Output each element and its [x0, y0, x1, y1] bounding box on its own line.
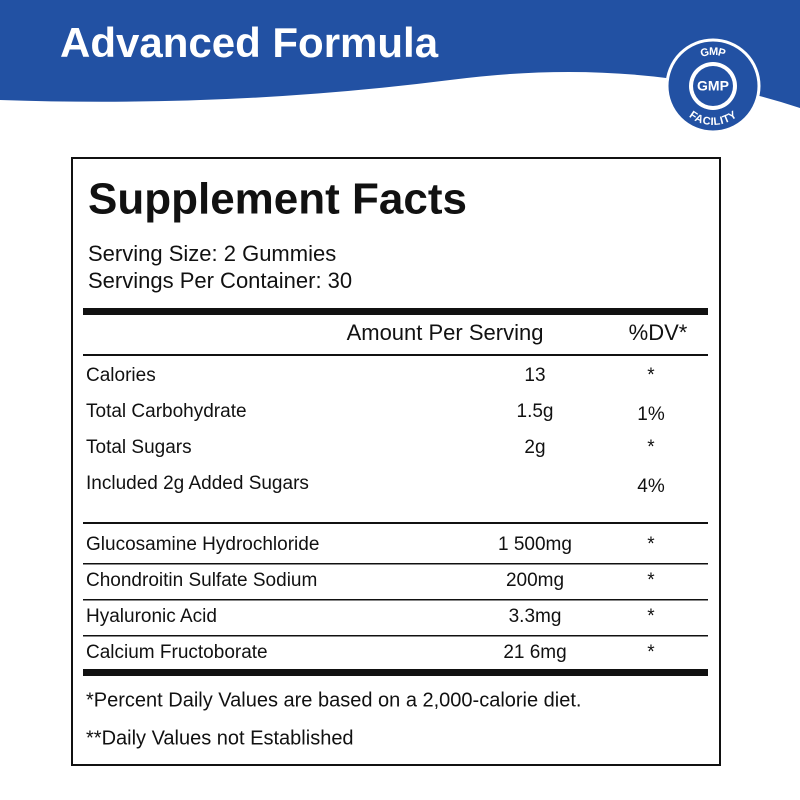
thick-rule — [83, 669, 708, 676]
nutrient-name: Chondroitin Sulfate Sodium — [86, 570, 317, 591]
badge-bottom-text: FACILITY — [687, 109, 740, 128]
column-header: Amount Per Serving — [347, 320, 544, 345]
gmp-badge: GMP GMP FACILITY — [665, 38, 761, 134]
daily-value: * — [647, 570, 655, 591]
amount: 2g — [524, 437, 545, 458]
header-title: Advanced Formula — [60, 19, 439, 66]
amount: 1 500mg — [498, 534, 572, 555]
badge-center: GMP — [697, 78, 729, 94]
nutrient-name: Calories — [86, 365, 156, 386]
badge-bottom: FACILITY — [687, 109, 740, 128]
nutrient-name: Hyaluronic Acid — [86, 606, 217, 627]
servings-per-container: Servings Per Container: 30 — [88, 268, 352, 293]
rule — [83, 522, 708, 524]
badge-top-text: GMP — [699, 46, 727, 60]
daily-value: * — [647, 365, 655, 386]
daily-value: 4% — [637, 476, 665, 497]
nutrient-name: Total Carbohydrate — [86, 401, 247, 422]
amount: 13 — [524, 365, 545, 386]
nutrient-name: Included 2g Added Sugars — [86, 473, 309, 494]
column-header: %DV* — [629, 320, 688, 345]
facts-title: Supplement Facts — [88, 175, 467, 224]
amount: 200mg — [506, 570, 564, 591]
header-band — [0, 0, 800, 108]
thick-rule — [83, 308, 708, 315]
rule — [83, 354, 708, 356]
serving-size: Serving Size: 2 Gummies — [88, 241, 336, 266]
rule — [83, 599, 708, 601]
nutrient-name: Calcium Fructoborate — [86, 642, 268, 663]
nutrient-name: Total Sugars — [86, 437, 192, 458]
rule — [83, 635, 708, 637]
footnote: *Percent Daily Values are based on a 2,0… — [86, 689, 581, 711]
badge-top: GMP — [699, 46, 727, 60]
rule — [83, 563, 708, 565]
daily-value: * — [647, 534, 655, 555]
nutrient-name: Glucosamine Hydrochloride — [86, 534, 319, 555]
footnote: **Daily Values not Established — [86, 727, 354, 749]
daily-value: * — [647, 642, 655, 663]
amount: 21 6mg — [503, 642, 566, 663]
amount: 1.5g — [517, 401, 554, 422]
daily-value: * — [647, 606, 655, 627]
facts-box — [71, 157, 721, 766]
daily-value: 1% — [637, 404, 665, 425]
amount: 3.3mg — [509, 606, 562, 627]
daily-value: * — [647, 437, 655, 458]
